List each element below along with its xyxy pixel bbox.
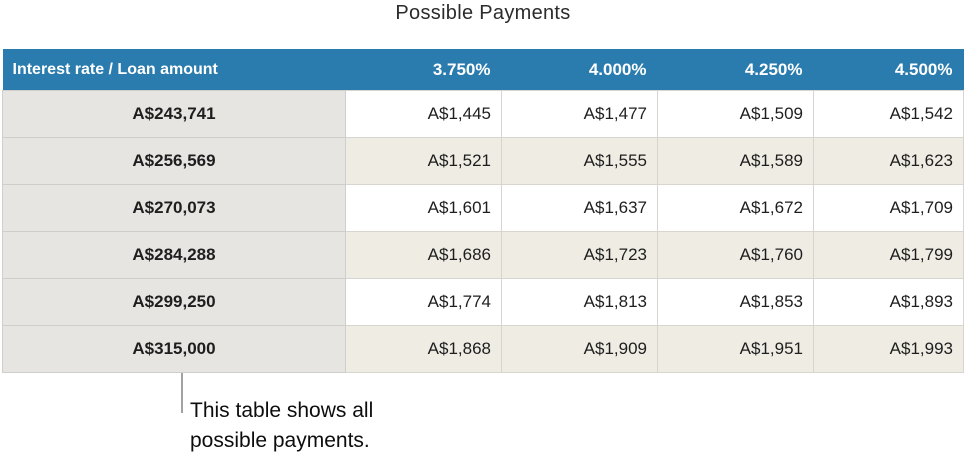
payment-cell[interactable]: A$1,799 (813, 231, 964, 279)
payment-cell[interactable]: A$1,637 (501, 184, 658, 232)
payment-cell[interactable]: A$1,723 (501, 231, 658, 279)
payment-cell[interactable]: A$1,589 (657, 137, 814, 185)
loan-amount-cell[interactable]: A$284,288 (2, 231, 346, 279)
rate-header-cell-2[interactable]: 4.000% (501, 49, 658, 91)
payment-cell[interactable]: A$1,477 (501, 90, 658, 138)
payment-cell[interactable]: A$1,774 (345, 278, 502, 326)
payment-cell[interactable]: A$1,709 (813, 184, 964, 232)
table-title: Possible Payments (395, 2, 571, 24)
payment-cell[interactable]: A$1,893 (813, 278, 964, 326)
callout-line-1: This table shows all (190, 399, 374, 422)
loan-amount-cell[interactable]: A$299,250 (2, 278, 346, 326)
payment-cell[interactable]: A$1,760 (657, 231, 814, 279)
payment-cell[interactable]: A$1,909 (501, 325, 658, 373)
table-row: A$284,288 A$1,686 A$1,723 A$1,760 A$1,79… (2, 231, 964, 279)
corner-header-cell[interactable]: Interest rate / Loan amount (2, 49, 346, 91)
rate-header-cell-4[interactable]: 4.500% (813, 49, 964, 91)
payment-cell[interactable]: A$1,509 (657, 90, 814, 138)
possible-payments-table: Interest rate / Loan amount 3.750% 4.000… (2, 49, 964, 373)
table-row: A$315,000 A$1,868 A$1,909 A$1,951 A$1,99… (2, 325, 964, 373)
table-row: A$270,073 A$1,601 A$1,637 A$1,672 A$1,70… (2, 184, 964, 232)
loan-amount-cell[interactable]: A$270,073 (2, 184, 346, 232)
callout-leader-line (181, 373, 183, 413)
rate-header-cell-3[interactable]: 4.250% (657, 49, 814, 91)
callout-line-2: possible payments. (190, 429, 370, 452)
payment-cell[interactable]: A$1,853 (657, 278, 814, 326)
loan-amount-cell[interactable]: A$256,569 (2, 137, 346, 185)
payment-cell[interactable]: A$1,601 (345, 184, 502, 232)
payment-cell[interactable]: A$1,542 (813, 90, 964, 138)
payment-cell[interactable]: A$1,623 (813, 137, 964, 185)
header-row: Interest rate / Loan amount 3.750% 4.000… (2, 49, 964, 91)
payment-cell[interactable]: A$1,521 (345, 137, 502, 185)
payment-cell[interactable]: A$1,868 (345, 325, 502, 373)
payment-cell[interactable]: A$1,686 (345, 231, 502, 279)
table-row: A$256,569 A$1,521 A$1,555 A$1,589 A$1,62… (2, 137, 964, 185)
payment-cell[interactable]: A$1,445 (345, 90, 502, 138)
rate-header-cell-1[interactable]: 3.750% (345, 49, 502, 91)
loan-amount-cell[interactable]: A$243,741 (2, 90, 346, 138)
payment-cell[interactable]: A$1,993 (813, 325, 964, 373)
payment-cell[interactable]: A$1,555 (501, 137, 658, 185)
payment-cell[interactable]: A$1,813 (501, 278, 658, 326)
callout-text: This table shows all possible payments. (190, 396, 373, 456)
table-row: A$299,250 A$1,774 A$1,813 A$1,853 A$1,89… (2, 278, 964, 326)
table-row: A$243,741 A$1,445 A$1,477 A$1,509 A$1,54… (2, 90, 964, 138)
payment-cell[interactable]: A$1,951 (657, 325, 814, 373)
payment-cell[interactable]: A$1,672 (657, 184, 814, 232)
loan-amount-cell[interactable]: A$315,000 (2, 325, 346, 373)
